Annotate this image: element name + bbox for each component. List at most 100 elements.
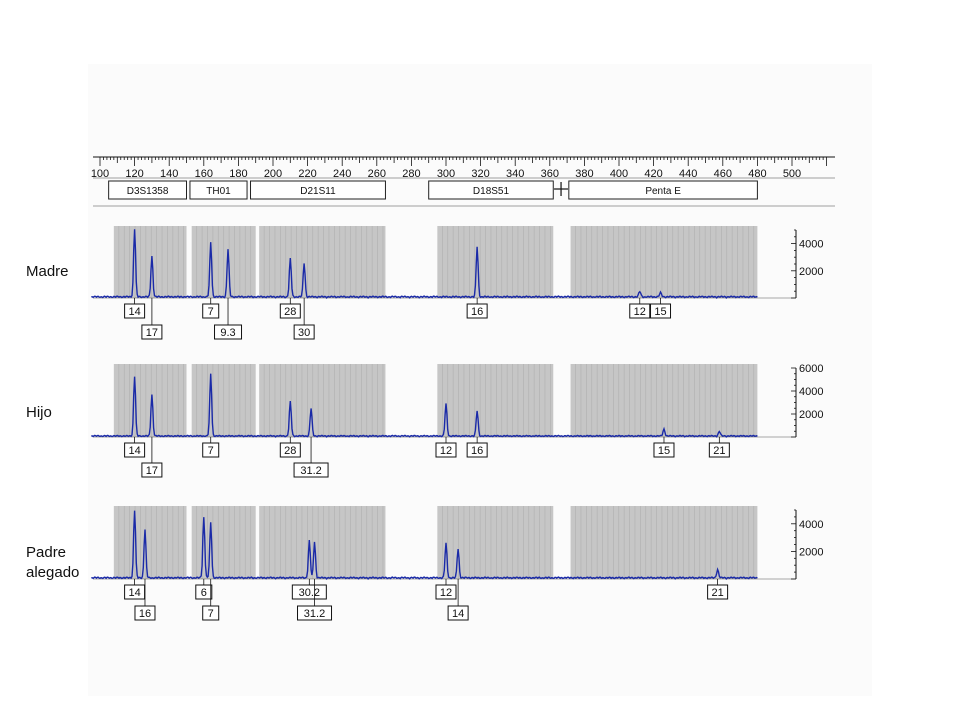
row2-trace [91, 373, 758, 438]
row1-allele-label-16: 16 [471, 306, 483, 318]
row3-allele-box [195, 584, 213, 600]
row3-trace [91, 510, 758, 581]
x-tick-label-500: 500 [783, 168, 801, 180]
row1-trace [91, 229, 758, 299]
row2-allele-label-17: 17 [146, 465, 158, 477]
row3-allele-label-6: 6 [201, 587, 207, 599]
x-tick-label-380: 380 [575, 168, 593, 180]
row1-allele-box [124, 303, 146, 319]
row2-bin-3 [437, 364, 554, 437]
row2-allele-label-15: 15 [658, 445, 670, 457]
row1-allele-label-30: 30 [298, 327, 310, 339]
row2-y-tick-label-6000: 6000 [799, 363, 823, 375]
row1-allele-label-12: 12 [634, 306, 646, 318]
x-tick-label-200: 200 [264, 168, 282, 180]
row2-allele-label-12: 12 [440, 445, 452, 457]
x-tick-label-240: 240 [333, 168, 351, 180]
x-tick-label-400: 400 [610, 168, 628, 180]
x-tick-label-340: 340 [506, 168, 524, 180]
locus-label-d3s1358: D3S1358 [127, 186, 169, 197]
row2-allele-label-31.2: 31.2 [300, 465, 321, 477]
row2-y-tick-label-2000: 2000 [799, 409, 823, 421]
row1-allele-label-17: 17 [146, 327, 158, 339]
row3-allele-box [291, 584, 327, 600]
locus-label-d18s51: D18S51 [473, 186, 510, 197]
sample-label-hijo: Hijo [26, 404, 52, 421]
row1-y-tick-label-2000: 2000 [799, 266, 823, 278]
locus-box-d3s1358 [108, 180, 187, 200]
row3-allele-label-14: 14 [452, 608, 464, 620]
x-tick-label-360: 360 [541, 168, 559, 180]
row3-y-tick-label-4000: 4000 [799, 519, 823, 531]
row3-y-tick-label-2000: 2000 [799, 546, 823, 558]
locus-label-th01: TH01 [206, 186, 231, 197]
x-tick-label-100: 100 [91, 168, 109, 180]
row1-bin-3 [437, 226, 554, 298]
locus-box-d21s11 [250, 180, 386, 200]
row3-allele-box [297, 605, 333, 621]
row3-allele-label-31.2: 31.2 [304, 608, 325, 620]
sample-label-madre: Madre [26, 263, 69, 280]
x-tick-label-320: 320 [471, 168, 489, 180]
row1-allele-box [466, 303, 488, 319]
row1-allele-box [629, 303, 651, 319]
x-tick-label-280: 280 [402, 168, 420, 180]
row1-allele-label-15: 15 [654, 306, 666, 318]
x-tick-label-260: 260 [368, 168, 386, 180]
x-tick-label-140: 140 [160, 168, 178, 180]
row1-y-tick-label-4000: 4000 [799, 239, 823, 251]
x-tick-label-460: 460 [714, 168, 732, 180]
row1-bin-4 [570, 226, 758, 298]
x-tick-label-160: 160 [195, 168, 213, 180]
row3-allele-label-30.2: 30.2 [299, 587, 320, 599]
row3-allele-label-14: 14 [128, 587, 140, 599]
row3-bin-3 [437, 506, 554, 579]
row2-allele-label-21: 21 [713, 445, 725, 457]
row2-allele-box [435, 442, 457, 458]
row2-allele-box [279, 442, 301, 458]
sample-label-padre-line2: alegado [26, 564, 80, 581]
row1-allele-box [293, 324, 315, 340]
row1-allele-box [650, 303, 672, 319]
row2-allele-box [653, 442, 675, 458]
row2-allele-box [708, 442, 730, 458]
row1-allele-box [279, 303, 301, 319]
row3-allele-label-21: 21 [711, 587, 723, 599]
x-tick-label-420: 420 [644, 168, 662, 180]
locus-label-penta-e: Penta E [645, 186, 681, 197]
row3-allele-box [447, 605, 469, 621]
row2-allele-label-16: 16 [471, 445, 483, 457]
row1-allele-label-9.3: 9.3 [220, 327, 235, 339]
row1-allele-label-14: 14 [128, 306, 140, 318]
row3-allele-label-7: 7 [208, 608, 214, 620]
x-tick-label-220: 220 [298, 168, 316, 180]
row3-allele-box [202, 605, 220, 621]
row3-allele-label-12: 12 [440, 587, 452, 599]
row3-bin-0 [113, 506, 187, 579]
row1-allele-box [141, 324, 163, 340]
x-tick-label-180: 180 [229, 168, 247, 180]
row2-allele-label-7: 7 [208, 445, 214, 457]
row1-allele-label-28: 28 [284, 306, 296, 318]
locus-box-penta-e [568, 180, 758, 200]
locus-box-th01 [189, 180, 248, 200]
row1-allele-label-7: 7 [208, 306, 214, 318]
row1-allele-box [214, 324, 243, 340]
row3-allele-label-16: 16 [139, 608, 151, 620]
locus-box-d18s51 [428, 180, 554, 200]
row2-allele-label-28: 28 [284, 445, 296, 457]
row2-allele-box [141, 462, 163, 478]
row2-allele-box [293, 462, 329, 478]
x-tick-label-300: 300 [437, 168, 455, 180]
row2-bin-4 [570, 364, 758, 437]
x-tick-label-120: 120 [125, 168, 143, 180]
row2-allele-label-14: 14 [128, 445, 140, 457]
row2-allele-box [124, 442, 146, 458]
locus-label-d21s11: D21S11 [300, 186, 336, 197]
row3-allele-box [134, 605, 156, 621]
row2-allele-box [466, 442, 488, 458]
row2-y-tick-label-4000: 4000 [799, 386, 823, 398]
row3-bin-4 [570, 506, 758, 579]
x-tick-label-480: 480 [748, 168, 766, 180]
